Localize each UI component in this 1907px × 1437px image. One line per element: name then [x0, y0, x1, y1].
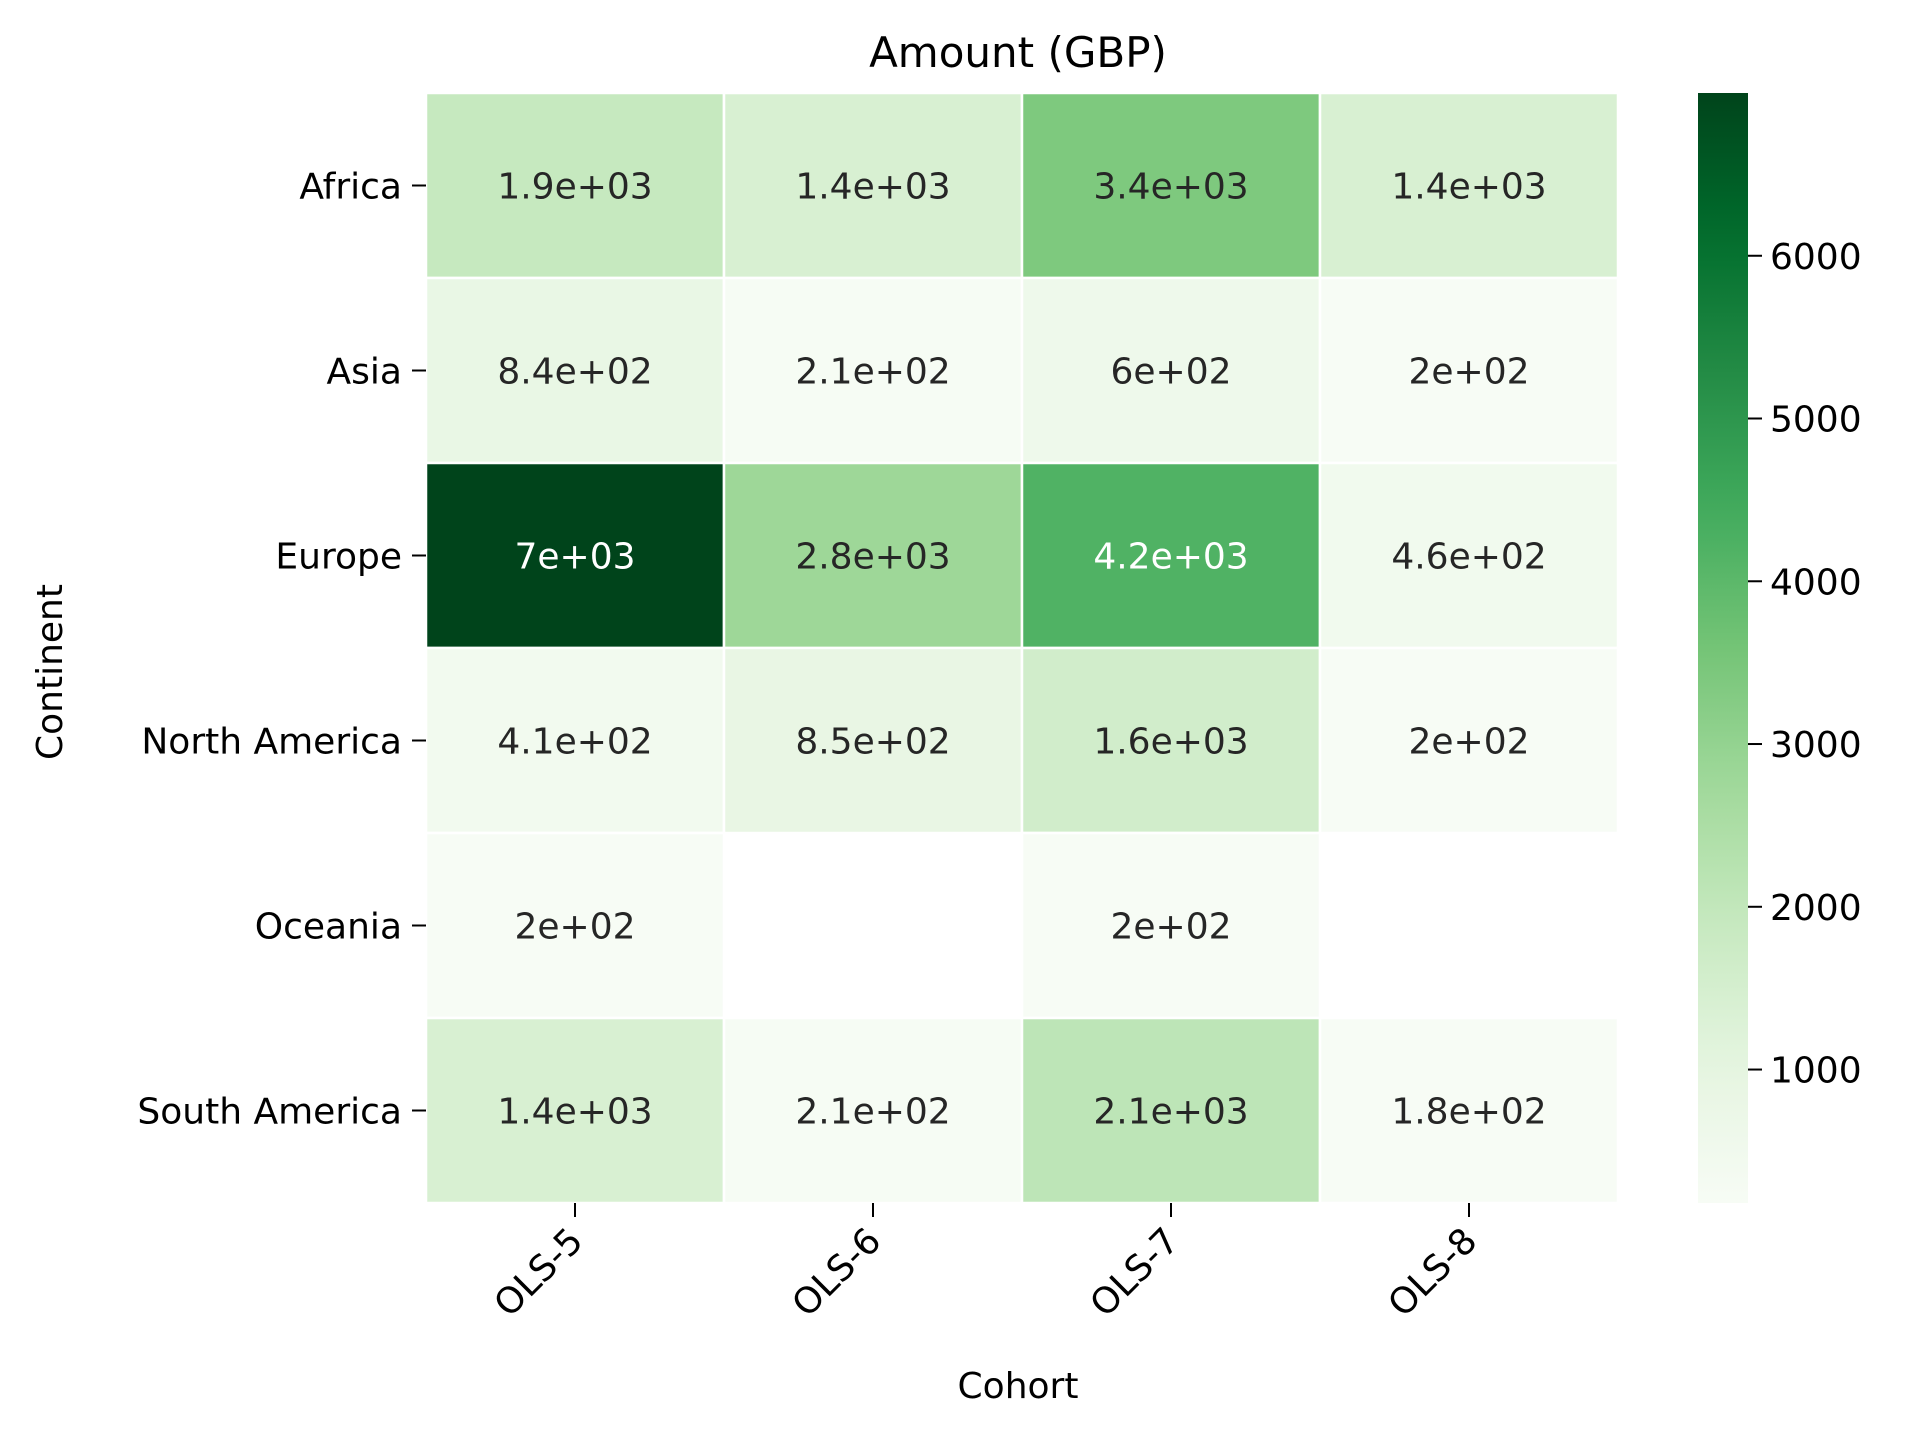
colorbar-gradient-bar	[1698, 93, 1748, 1203]
heatmap-cell	[1318, 1016, 1620, 1205]
colorbar-tick-label: 5000	[1770, 400, 1862, 441]
cell-value-label: 2e+02	[1408, 352, 1529, 393]
y-tick-label: Oceania	[255, 907, 402, 948]
y-axis-ticks: Africa Asia Europe North America Oceania Sout…	[137, 167, 426, 1133]
cell-value-label: 4.1e+02	[497, 722, 652, 763]
x-tick-label: OLS-7	[1083, 1220, 1188, 1325]
heatmap-cell-labels: 1.9e+03 1.4e+03 3.4e+03 1.4e+03 8.4e+02 2.1e+…	[497, 167, 1546, 1133]
heatmap-cells	[424, 91, 1620, 1205]
cell-value-label: 4.2e+03	[1093, 537, 1248, 578]
cell-value-label: 8.5e+02	[795, 722, 950, 763]
heatmap-cell	[1020, 831, 1322, 1020]
heatmap-cell	[1020, 646, 1322, 835]
y-tick-label: Africa	[299, 167, 402, 208]
cell-value-label: 2.1e+02	[795, 352, 950, 393]
chart-title: Amount (GBP)	[869, 28, 1167, 77]
cell-value-label: 6e+02	[1110, 352, 1231, 393]
heatmap-cell	[424, 1016, 726, 1205]
cell-value-label: 2.8e+03	[795, 537, 950, 578]
colorbar-tick-label: 6000	[1770, 237, 1862, 278]
heatmap-cell	[722, 646, 1024, 835]
colorbar-tick-label: 3000	[1770, 725, 1862, 766]
heatmap-cell	[722, 461, 1024, 650]
heatmap-cell	[1020, 91, 1322, 280]
cell-value-label: 4.6e+02	[1391, 537, 1546, 578]
cell-value-label: 1.6e+03	[1093, 722, 1248, 763]
cell-value-label: 1.4e+03	[497, 1092, 652, 1133]
y-tick-label: North America	[141, 722, 402, 763]
y-tick-label: Europe	[275, 537, 402, 578]
heatmap-cell	[1318, 91, 1620, 280]
colorbar-tick-label: 2000	[1770, 888, 1862, 929]
x-tick-label: OLS-8	[1381, 1220, 1486, 1325]
colorbar: 1000 2000 3000 4000 5000 6000	[1698, 93, 1862, 1203]
cell-value-label: 1.9e+03	[497, 167, 652, 208]
colorbar-tick-label: 1000	[1770, 1051, 1862, 1092]
heatmap-cell	[1318, 461, 1620, 650]
cell-value-label: 1.8e+02	[1391, 1092, 1546, 1133]
x-axis-label: Cohort	[958, 1366, 1079, 1407]
cell-value-label: 7e+03	[514, 537, 635, 578]
heatmap-cell	[722, 1016, 1024, 1205]
heatmap-cell	[424, 831, 726, 1020]
cell-value-label: 2e+02	[514, 907, 635, 948]
heatmap-cell	[1318, 646, 1620, 835]
cell-value-label: 2.1e+02	[795, 1092, 950, 1133]
heatmap-cell	[1318, 276, 1620, 465]
heatmap-cell	[722, 91, 1024, 280]
cell-value-label: 8.4e+02	[497, 352, 652, 393]
cell-value-label: 2e+02	[1408, 722, 1529, 763]
cell-value-label: 3.4e+03	[1093, 167, 1248, 208]
x-tick-label: OLS-6	[785, 1220, 890, 1325]
y-tick-label: South America	[137, 1092, 402, 1133]
heatmap-cell	[722, 276, 1024, 465]
cell-value-label: 1.4e+03	[1391, 167, 1546, 208]
heatmap-cell	[424, 91, 726, 280]
colorbar-tick-label: 4000	[1770, 562, 1862, 603]
y-axis-label: Continent	[30, 584, 71, 760]
x-axis-ticks: OLS-5 OLS-6 OLS-7 OLS-8	[487, 1203, 1486, 1325]
heatmap-cell	[1020, 1016, 1322, 1205]
cell-value-label: 2.1e+03	[1093, 1092, 1248, 1133]
heatmap-cell	[424, 276, 726, 465]
cell-value-label: 2e+02	[1110, 907, 1231, 948]
cell-value-label: 1.4e+03	[795, 167, 950, 208]
x-tick-label: OLS-5	[487, 1220, 592, 1325]
y-tick-label: Asia	[327, 352, 402, 393]
heatmap-cell	[424, 646, 726, 835]
